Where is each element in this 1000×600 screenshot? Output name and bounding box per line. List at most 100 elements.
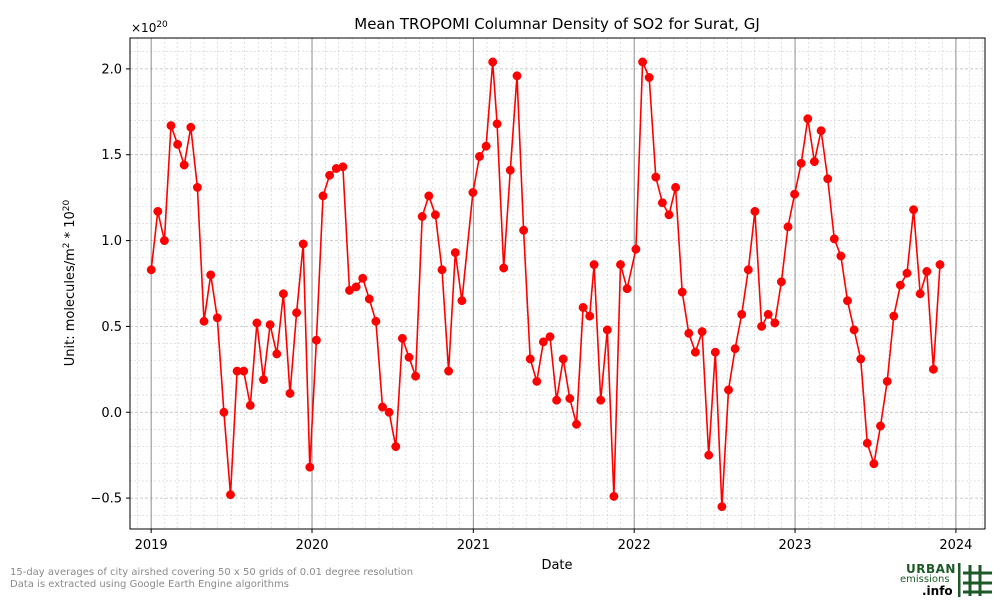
- data-point: [572, 419, 581, 429]
- data-point: [245, 400, 255, 410]
- y-tick-label: 1.5: [101, 148, 122, 163]
- data-point: [843, 296, 852, 306]
- data-point: [750, 206, 760, 216]
- grid-lines: [130, 38, 985, 529]
- y-axis-label: Unit: molecules/m2 * 1020: [62, 199, 78, 366]
- data-point: [259, 375, 268, 385]
- data-point: [404, 352, 414, 362]
- data-point: [882, 376, 892, 386]
- data-point: [704, 450, 714, 460]
- data-point: [823, 174, 833, 184]
- data-point: [179, 160, 189, 170]
- data-point: [397, 333, 407, 343]
- data-point: [219, 407, 229, 417]
- data-point: [318, 191, 328, 201]
- data-series: [146, 57, 945, 512]
- data-point: [690, 347, 700, 357]
- data-point: [558, 354, 568, 364]
- x-tick-label: 2022: [618, 538, 651, 553]
- plot-area: [130, 38, 985, 529]
- x-axis-ticks: 2019 2020 2021 2022 2023 2024: [135, 529, 972, 553]
- data-point: [664, 210, 674, 220]
- data-point: [589, 260, 599, 270]
- data-point: [488, 57, 498, 67]
- chart-title: Mean TROPOMI Columnar Density of SO2 for…: [354, 15, 760, 33]
- data-point: [278, 289, 288, 299]
- x-axis-label: Date: [541, 558, 572, 573]
- data-point: [816, 126, 826, 136]
- data-point: [146, 265, 156, 275]
- data-point: [545, 332, 555, 342]
- data-point: [585, 311, 595, 321]
- data-point: [638, 57, 648, 67]
- data-point: [226, 490, 235, 500]
- data-point: [384, 407, 394, 417]
- plot-frame: [129, 37, 986, 530]
- data-point: [186, 122, 196, 132]
- data-point: [311, 335, 321, 345]
- data-point: [790, 189, 800, 199]
- data-point: [298, 239, 308, 249]
- data-point: [285, 388, 295, 398]
- data-point: [468, 188, 478, 197]
- data-point: [776, 277, 786, 287]
- data-point: [532, 376, 542, 386]
- data-point: [351, 282, 361, 292]
- data-point: [809, 157, 819, 167]
- data-point: [609, 491, 619, 501]
- data-point: [444, 366, 454, 376]
- data-point: [391, 442, 401, 452]
- data-point: [265, 320, 275, 330]
- logo-line-urban: URBAN: [906, 562, 956, 576]
- y-tick-label: 0.0: [101, 406, 122, 421]
- data-point: [239, 366, 249, 376]
- data-point: [876, 421, 885, 431]
- data-point: [596, 395, 606, 405]
- data-point: [252, 318, 262, 328]
- data-point: [364, 294, 374, 304]
- data-point: [743, 265, 753, 275]
- data-point: [424, 191, 434, 201]
- data-point: [578, 303, 588, 312]
- data-point: [457, 296, 467, 306]
- data-point: [475, 152, 484, 161]
- data-point: [770, 318, 780, 328]
- y-axis-ticks: −0.5 0.0 0.5 1.0 1.5 2.0: [90, 62, 130, 507]
- data-point: [724, 385, 733, 395]
- data-point: [430, 210, 440, 220]
- data-point: [538, 337, 548, 347]
- data-point: [437, 265, 447, 275]
- data-point: [602, 325, 612, 335]
- data-point: [512, 71, 522, 81]
- data-point: [272, 349, 282, 359]
- axis-offset-label: ×1020: [131, 20, 168, 35]
- data-point: [889, 311, 899, 321]
- data-point: [358, 273, 368, 283]
- data-point: [212, 313, 222, 323]
- data-point: [199, 316, 209, 326]
- data-point: [153, 206, 163, 216]
- urban-emissions-logo: URBAN emissions .info: [896, 560, 996, 600]
- data-point: [166, 121, 176, 131]
- data-point: [616, 260, 625, 270]
- footnote-source: Data is extracted using Google Earth Eng…: [10, 579, 289, 590]
- data-point: [737, 309, 747, 319]
- data-point: [902, 268, 912, 278]
- data-point: [915, 289, 925, 299]
- data-point: [922, 267, 932, 276]
- data-point: [338, 162, 348, 172]
- hash-grid-icon: [958, 563, 992, 597]
- data-point: [552, 395, 562, 405]
- data-point: [717, 502, 727, 512]
- data-point: [622, 284, 632, 294]
- y-tick-label: 1.0: [101, 234, 122, 249]
- data-point: [796, 158, 806, 168]
- data-point: [671, 182, 681, 192]
- x-tick-label: 2021: [457, 538, 490, 553]
- data-point: [565, 394, 575, 403]
- x-tick-label: 2020: [295, 538, 328, 553]
- data-point: [684, 328, 694, 338]
- data-point: [862, 438, 872, 448]
- logo-line-emissions: emissions: [900, 574, 950, 585]
- footnote-resolution: 15-day averages of city airshed covering…: [10, 567, 414, 578]
